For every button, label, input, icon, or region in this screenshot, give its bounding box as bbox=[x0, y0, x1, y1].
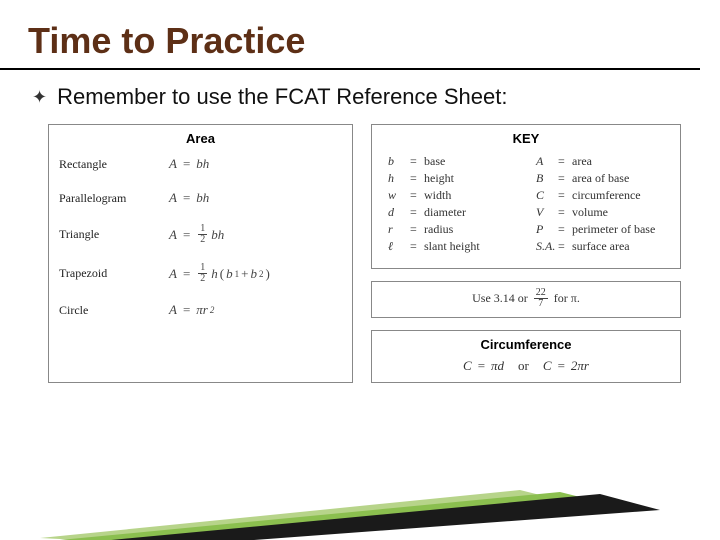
key-col-left: b=base h=height w=width d=diameter r=radius ℓ… bbox=[388, 152, 516, 256]
area-row: RectangleA=bh bbox=[59, 156, 342, 172]
area-rows: RectangleA=bhParallelogramA=bhTriangleA=… bbox=[59, 156, 342, 318]
pi-frac: 22 7 bbox=[534, 288, 548, 309]
key-row: B=area of base bbox=[536, 171, 664, 186]
right-column: KEY b=base h=height w=width d=diameter r=rad… bbox=[371, 124, 681, 383]
page-title: Time to Practice bbox=[0, 0, 700, 70]
circ-formulas: C = πd or C = 2πr bbox=[384, 358, 668, 374]
key-row: S.A.=surface area bbox=[536, 239, 664, 254]
key-row: w=width bbox=[388, 188, 516, 203]
circ-f2-rhs: 2πr bbox=[571, 358, 589, 374]
key-row: r=radius bbox=[388, 222, 516, 237]
circumference-panel: Circumference C = πd or C = 2πr bbox=[371, 330, 681, 383]
area-panel: Area RectangleA=bhParallelogramA=bhTrian… bbox=[48, 124, 353, 383]
key-row: C=circumference bbox=[536, 188, 664, 203]
shape-label: Circle bbox=[59, 303, 169, 318]
key-row: A=area bbox=[536, 154, 664, 169]
circ-f1-lhs: C bbox=[463, 358, 472, 374]
pi-panel: Use 3.14 or 22 7 for π. bbox=[371, 281, 681, 318]
circ-or: or bbox=[518, 358, 529, 374]
key-row: P=perimeter of base bbox=[536, 222, 664, 237]
key-panel: KEY b=base h=height w=width d=diameter r=rad… bbox=[371, 124, 681, 269]
circ-header: Circumference bbox=[384, 337, 668, 352]
shape-label: Trapezoid bbox=[59, 266, 169, 281]
area-header: Area bbox=[59, 131, 342, 146]
pi-prefix: Use 3.14 or bbox=[472, 291, 528, 306]
reference-panels: Area RectangleA=bhParallelogramA=bhTrian… bbox=[0, 124, 720, 383]
swoosh-graphic bbox=[0, 450, 720, 540]
shape-label: Parallelogram bbox=[59, 191, 169, 206]
area-formula: A=πr2 bbox=[169, 302, 214, 318]
pi-frac-den: 7 bbox=[536, 299, 545, 309]
area-row: ParallelogramA=bh bbox=[59, 190, 342, 206]
area-formula: A=12h(b1 + b2) bbox=[169, 263, 270, 284]
area-row: TrapezoidA=12h(b1 + b2) bbox=[59, 263, 342, 284]
shape-label: Rectangle bbox=[59, 157, 169, 172]
area-formula: A=bh bbox=[169, 156, 209, 172]
key-row: d=diameter bbox=[388, 205, 516, 220]
circ-f2-lhs: C bbox=[543, 358, 552, 374]
pi-suffix: for π. bbox=[554, 291, 580, 306]
bullet-row: ✦ Remember to use the FCAT Reference She… bbox=[0, 84, 720, 110]
area-formula: A=12bh bbox=[169, 224, 224, 245]
key-grid: b=base h=height w=width d=diameter r=radius ℓ… bbox=[384, 152, 668, 260]
eq-sign: = bbox=[478, 358, 485, 374]
circ-f1-rhs: πd bbox=[491, 358, 504, 374]
bullet-icon: ✦ bbox=[32, 88, 47, 106]
key-col-right: A=area B=area of base C=circumference V=vol… bbox=[536, 152, 664, 256]
key-row: ℓ=slant height bbox=[388, 239, 516, 254]
key-row: b=base bbox=[388, 154, 516, 169]
eq-sign: = bbox=[558, 358, 565, 374]
area-row: CircleA=πr2 bbox=[59, 302, 342, 318]
bullet-text: Remember to use the FCAT Reference Sheet… bbox=[57, 84, 507, 110]
key-header: KEY bbox=[384, 131, 668, 146]
area-row: TriangleA=12bh bbox=[59, 224, 342, 245]
key-row: V=volume bbox=[536, 205, 664, 220]
pi-note: Use 3.14 or 22 7 for π. bbox=[384, 288, 668, 309]
key-row: h=height bbox=[388, 171, 516, 186]
shape-label: Triangle bbox=[59, 227, 169, 242]
area-formula: A=bh bbox=[169, 190, 209, 206]
